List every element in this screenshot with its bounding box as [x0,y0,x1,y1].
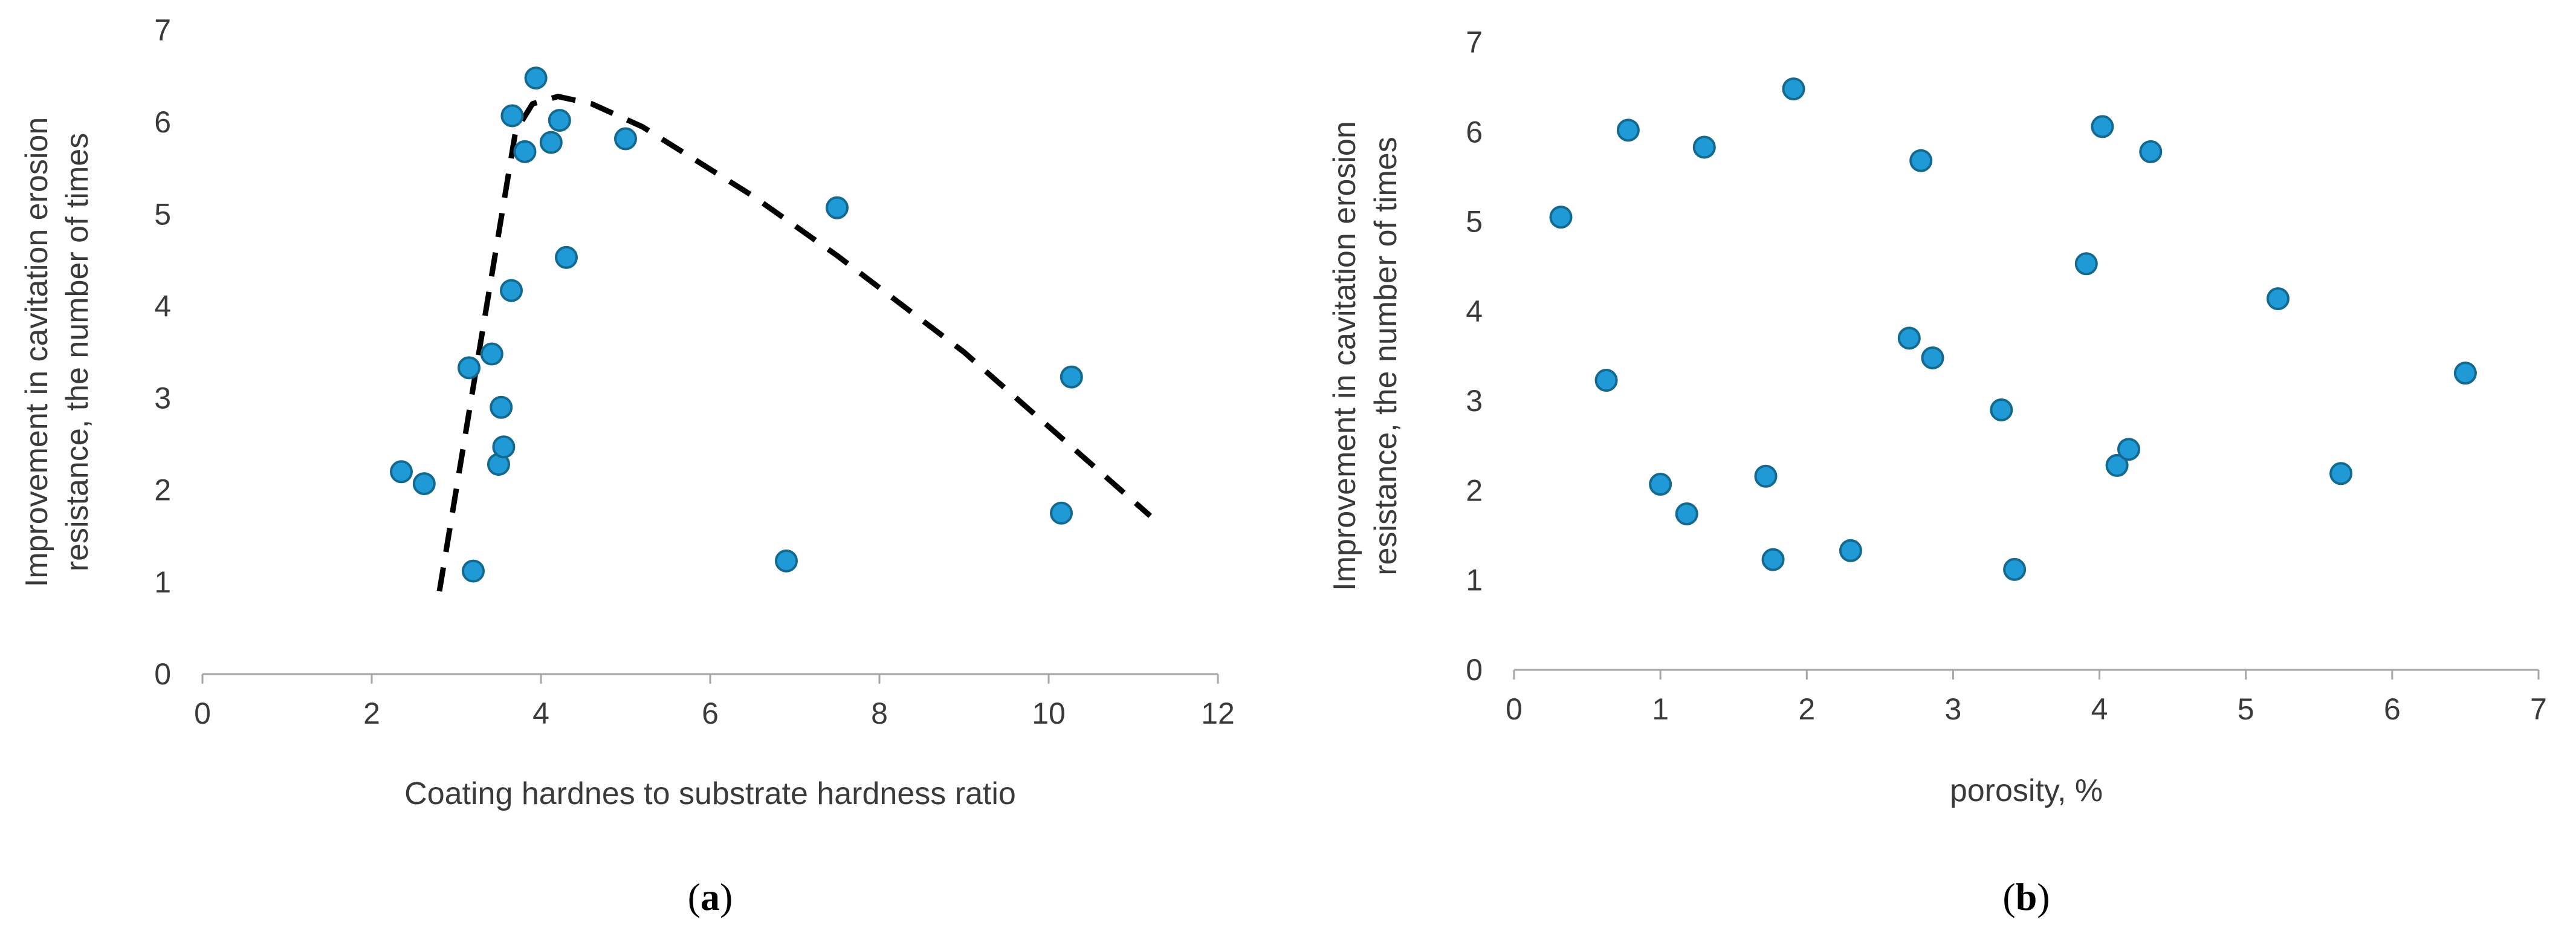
panel-a-data-point [480,342,503,366]
panel-b-y-tick-label: 4 [1466,294,1483,328]
panel-a-data-point [1060,365,1083,389]
panel-a-x-tick-label: 10 [1032,696,1066,730]
panel-a-x-tick-label: 12 [1201,696,1235,730]
panel-b-data-point [1649,473,1672,496]
panel-a-data-point [500,104,524,128]
panel-a-data-point [492,435,516,459]
panel-a-trend-line [436,94,1152,592]
panel-a-data-point [390,460,413,484]
panel-a-data-point [458,356,481,380]
panel-b-y-tick-label: 7 [1466,25,1483,59]
panel-b-y-tick-label: 0 [1466,653,1483,687]
panel-a-y-tick-label: 0 [154,657,171,691]
panel-a-x-tick-label: 2 [363,696,380,730]
panel-b-y-axis-title-line-1: Improvement in cavitation erosion [1327,121,1362,591]
panel-a-data-point [614,127,637,151]
panel-a-data-point [513,140,537,163]
panel-a-data-point [462,559,485,583]
panel-b-x-tick-labels: 0 1 2 3 4 5 6 7 [1506,692,2547,726]
panel-a-y-axis-title-line-1: Improvement in cavitation erosion [19,117,54,588]
panel-b-scatter-chart: 0 1 2 3 4 5 6 7 0 1 2 3 4 5 6 7 Improvement in cavitat… [1327,25,2547,918]
panel-b-x-tick-label: 0 [1506,692,1523,726]
panel-b-y-tick-labels: 0 1 2 3 4 5 6 7 [1466,25,1483,687]
panel-b-x-tick-label: 4 [2091,692,2108,726]
panel-b-label: (b) [2002,875,2050,918]
panel-b-x-tick-label: 5 [2238,692,2254,726]
panel-b-points [1549,77,2477,581]
panel-b-data-point [1594,369,1618,392]
panel-b-y-tick-label: 1 [1466,563,1483,597]
panel-b-data-point [2003,557,2027,581]
panel-b-x-tick-label: 7 [2530,692,2547,726]
panel-a-data-point [826,196,849,219]
panel-b-data-point [2091,115,2114,138]
panel-a-data-point [412,472,436,496]
panel-b-data-point [2266,287,2290,311]
panel-b-data-point [1692,135,1716,159]
panel-a-label: (a) [688,875,733,918]
panel-a-data-point [539,131,563,154]
panel-b-data-point [1754,464,1778,488]
panel-b-data-point [1761,548,1785,571]
panel-b-x-tick-label: 3 [1945,692,1962,726]
panel-a-x-tick-labels: 0 2 4 6 8 10 12 [194,696,1235,730]
panel-a-y-tick-label: 4 [154,289,171,323]
panel-a-y-axis-title-line-2: resistance, the number of times [60,133,95,571]
panel-b-x-tick-label: 6 [2384,692,2401,726]
panel-b-label-letter: b [2016,875,2037,918]
panel-b-x-axis-title: porosity, % [1950,773,2103,808]
panel-a-x-axis-title: Coating hardnes to substrate hardness ra… [404,776,1016,811]
panel-b-data-point [1782,77,1805,101]
panel-a-data-point [555,245,578,269]
panel-a-data-point [775,549,798,573]
panel-b-data-point [1616,118,1640,142]
panel-a-x-tick-marks [201,674,1219,684]
panel-a-x-tick-label: 6 [702,696,719,730]
panel-b-data-point [1909,149,1933,172]
panel-a-y-tick-labels: 0 1 2 3 4 5 6 7 [154,13,171,691]
panel-b-data-point [1549,206,1573,229]
panel-a-y-tick-label: 7 [154,13,171,47]
panel-a-data-point [524,67,548,90]
panel-b-data-point [2074,252,2098,276]
panel-a-data-point [500,279,523,302]
panel-b-data-point [2105,453,2129,477]
panel-a-y-tick-label: 6 [154,105,171,139]
panel-b-data-point [2117,438,2140,461]
panel-b-data-point [2329,462,2353,485]
panel-b-data-point [1675,502,1698,525]
panel-a-data-point [548,109,571,132]
panel-a-x-tick-label: 4 [532,696,549,730]
panel-a-x-tick-label: 8 [871,696,888,730]
panel-b-y-tick-label: 3 [1466,384,1483,418]
panel-b-x-tick-label: 1 [1652,692,1669,726]
panel-b-data-point [1897,326,1921,350]
panel-b-x-tick-marks [1513,670,2540,680]
panel-b-y-tick-label: 6 [1466,115,1483,149]
panel-a-y-tick-label: 5 [154,197,171,231]
panel-b-x-tick-label: 2 [1798,692,1815,726]
panel-a-y-tick-label: 2 [154,473,171,507]
panel-b-data-point [2453,362,2477,385]
panel-b-data-point [1839,539,1862,562]
panel-a-data-point [1050,501,1073,525]
panel-b-data-point [2139,140,2163,163]
panel-b-y-axis-title-line-2: resistance, the number of times [1368,137,1403,575]
panel-b-data-point [1990,398,2013,421]
panel-a-x-tick-label: 0 [194,696,211,730]
panel-a-label-letter: a [701,875,720,918]
panel-a-data-point [490,395,513,419]
panel-b-data-point [1921,346,1944,369]
panel-b-y-tick-label: 2 [1466,473,1483,507]
panel-a-points [390,67,1083,583]
panel-a-y-tick-label: 1 [154,565,171,599]
panel-b-y-tick-label: 5 [1466,205,1483,239]
panel-a-y-tick-label: 3 [154,381,171,415]
